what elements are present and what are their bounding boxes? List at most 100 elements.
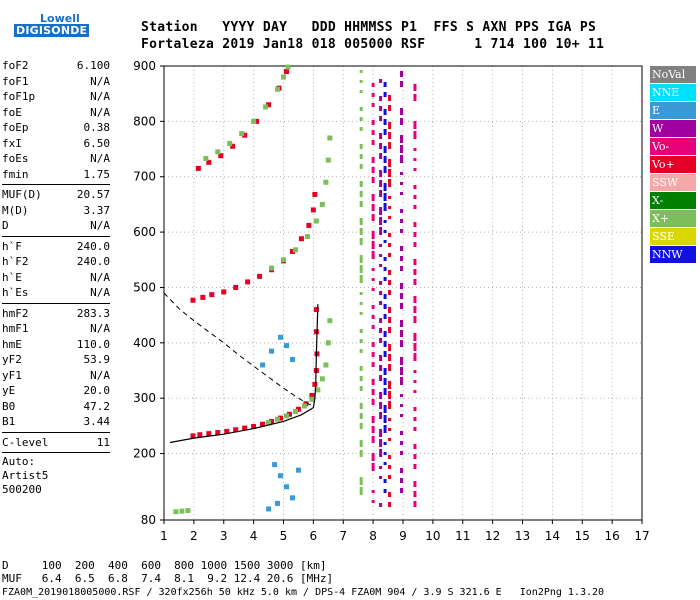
echo-band-mark	[379, 449, 383, 457]
param-row: hmF2 283.3	[2, 306, 110, 322]
echo-band-mark	[383, 341, 387, 347]
echo-band-mark	[413, 491, 417, 497]
y-tick-label: 200	[133, 447, 156, 461]
y-tick-label: 300	[133, 391, 156, 405]
echo-band-mark	[371, 167, 375, 173]
param-row: foF2 6.100	[2, 58, 110, 74]
param-name: fmin	[2, 167, 29, 181]
param-row: foEp 0.38	[2, 120, 110, 136]
echo-band-mark	[371, 426, 375, 433]
echo-band-mark	[371, 130, 375, 135]
echo-band-mark	[400, 404, 404, 407]
param-name: M(D)	[2, 203, 29, 217]
echo-band-mark	[359, 386, 363, 391]
logo-digisonde-text: DIGISONDE	[14, 24, 90, 37]
param-row: yE 20.0	[2, 383, 110, 399]
param-name: hmF2	[2, 306, 29, 320]
param-value: N/A	[90, 286, 110, 299]
echo-point	[289, 356, 295, 362]
echo-band-mark	[400, 172, 404, 175]
echo-point	[304, 234, 310, 240]
echo-band-mark	[383, 92, 387, 97]
echo-band-mark	[383, 183, 387, 191]
echo-band-mark	[388, 428, 392, 431]
echo-band-mark	[388, 502, 392, 507]
echo-point	[278, 334, 284, 340]
echo-band-mark	[413, 94, 417, 101]
echo-band-mark	[388, 290, 392, 295]
param-row: D N/A	[2, 218, 110, 234]
param-value: 240.0	[76, 255, 110, 268]
echo-point	[292, 408, 298, 414]
legend-item: NoVal	[650, 66, 696, 83]
echo-band-mark	[388, 475, 392, 479]
echo-band-mark	[413, 417, 417, 421]
echo-point	[242, 132, 248, 138]
echo-band-mark	[413, 481, 417, 487]
echo-band-mark	[371, 120, 375, 125]
echo-band-mark	[379, 190, 383, 197]
echo-point	[179, 508, 185, 514]
echo-band-mark	[379, 392, 383, 399]
echo-band-mark	[371, 204, 375, 211]
echo-point	[295, 467, 301, 473]
echo-band-mark	[400, 108, 404, 115]
echo-band-mark	[400, 182, 404, 185]
echo-band-mark	[359, 80, 363, 83]
echo-band-mark	[379, 281, 383, 285]
echo-band-mark	[413, 232, 417, 237]
echo-point	[310, 207, 316, 213]
echo-point	[285, 64, 291, 70]
param-value: N/A	[90, 90, 110, 103]
echo-band-mark	[379, 106, 383, 111]
echo-band-mark	[413, 131, 417, 139]
echo-band-mark	[359, 275, 363, 283]
echo-point	[269, 348, 275, 354]
echo-point	[230, 143, 236, 149]
legend: NoVal NNE E W Vo- Vo+ SSW X- X+ SSE NNW	[650, 66, 696, 264]
echo-band-mark	[383, 277, 387, 281]
echo-point	[224, 428, 230, 434]
echo-point	[266, 506, 272, 512]
echo-point	[314, 351, 320, 357]
echo-band-mark	[413, 279, 417, 285]
echo-band-mark	[371, 251, 375, 259]
echo-band-mark	[388, 317, 392, 323]
echo-band-mark	[383, 257, 387, 261]
logo-lowell-text: Lowell	[40, 12, 80, 25]
echo-band-mark	[371, 325, 375, 329]
echo-band-mark	[359, 191, 363, 197]
echo-band-mark	[400, 478, 404, 483]
echo-point	[289, 248, 295, 254]
param-group-3: h`F 240.0 h`F2 240.0 h`E N/A h`Es N/A	[2, 239, 110, 301]
echo-point	[200, 294, 206, 300]
echo-band-mark	[359, 107, 363, 111]
x-tick-label: 4	[250, 529, 258, 543]
y-tick-label: 400	[133, 336, 156, 350]
echo-band-mark	[359, 366, 363, 371]
echo-band-mark	[413, 454, 417, 459]
echo-band-mark	[400, 451, 404, 455]
echo-band-mark	[388, 455, 392, 459]
echo-point	[269, 418, 275, 424]
echo-band-mark	[379, 264, 383, 267]
param-row: foF1p N/A	[2, 89, 110, 105]
echo-point	[190, 433, 196, 439]
echo-point	[283, 343, 289, 349]
echo-band-mark	[400, 192, 404, 195]
echo-band-mark	[379, 227, 383, 235]
echo-band-mark	[388, 159, 392, 167]
echo-point	[173, 509, 179, 515]
echo-band-mark	[371, 399, 375, 405]
echo-band-mark	[388, 438, 392, 441]
echo-point	[203, 155, 209, 161]
param-value: 240.0	[76, 239, 110, 253]
echo-band-mark	[413, 343, 417, 351]
echo-band-mark	[379, 412, 383, 419]
param-row: yF1 N/A	[2, 368, 110, 384]
echo-band-mark	[400, 229, 404, 233]
echo-band-mark	[383, 314, 387, 319]
x-tick-label: 16	[604, 529, 619, 543]
echo-band-mark	[400, 441, 404, 445]
echo-band-mark	[359, 312, 363, 315]
